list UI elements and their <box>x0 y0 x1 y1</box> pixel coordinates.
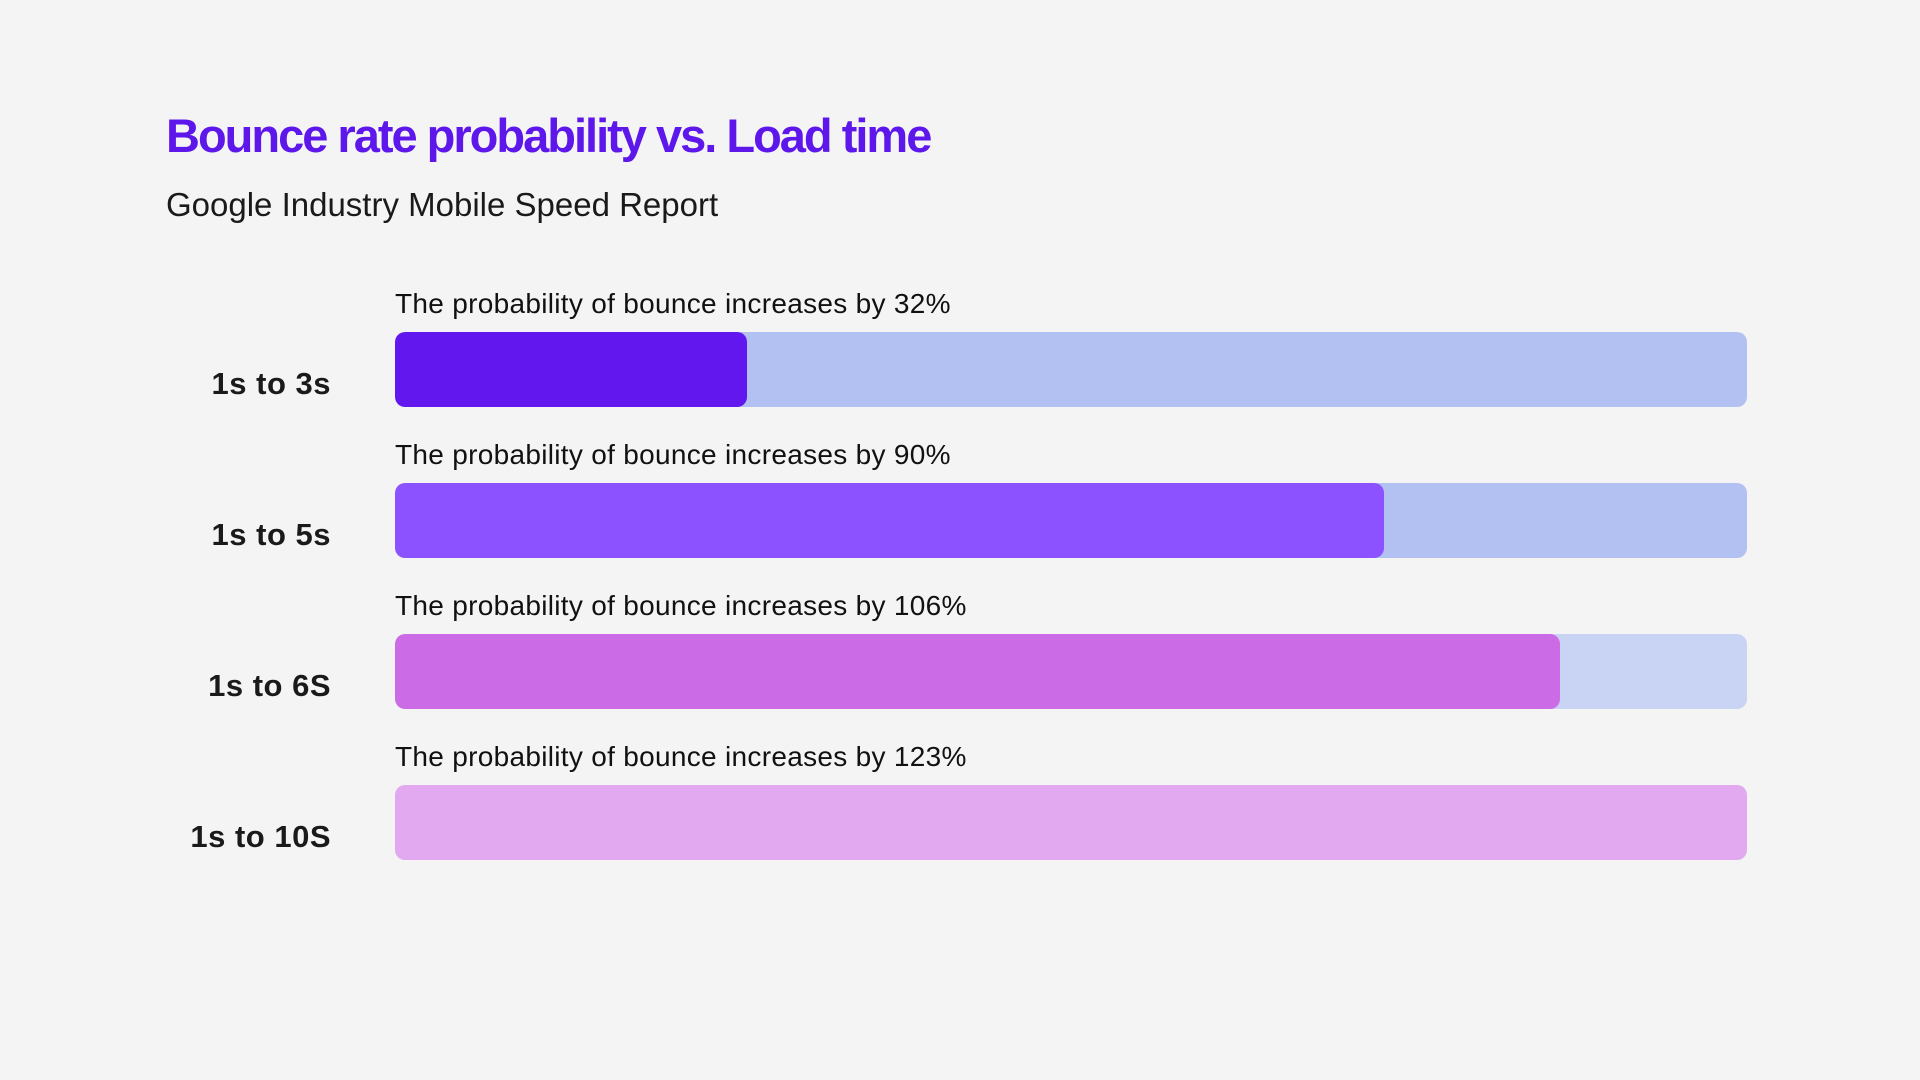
category-label: 1s to 6S <box>208 668 331 703</box>
bar <box>395 785 1747 860</box>
bar-track <box>395 332 1747 407</box>
bar-annotation: The probability of bounce increases by 1… <box>395 741 967 772</box>
chart-subtitle: Google Industry Mobile Speed Report <box>166 186 719 223</box>
bar-row: The probability of bounce increases by 3… <box>0 288 1920 438</box>
bar-track <box>395 634 1747 709</box>
bar-row: The probability of bounce increases by 1… <box>0 741 1920 891</box>
bar-track <box>395 483 1747 558</box>
bar-track <box>395 785 1747 860</box>
bar-annotation: The probability of bounce increases by 1… <box>395 590 967 621</box>
bar <box>395 332 747 407</box>
bar <box>395 483 1385 558</box>
chart-title: Bounce rate probability vs. Load time <box>166 109 932 162</box>
bar-row: The probability of bounce increases by 9… <box>0 439 1920 589</box>
category-label: 1s to 3s <box>211 366 331 401</box>
bar-annotation: The probability of bounce increases by 3… <box>395 288 951 319</box>
bar-row: The probability of bounce increases by 1… <box>0 590 1920 740</box>
category-label: 1s to 10S <box>190 819 331 854</box>
category-label: 1s to 5s <box>211 517 331 552</box>
bar-annotation: The probability of bounce increases by 9… <box>395 439 951 470</box>
bar <box>395 634 1561 709</box>
